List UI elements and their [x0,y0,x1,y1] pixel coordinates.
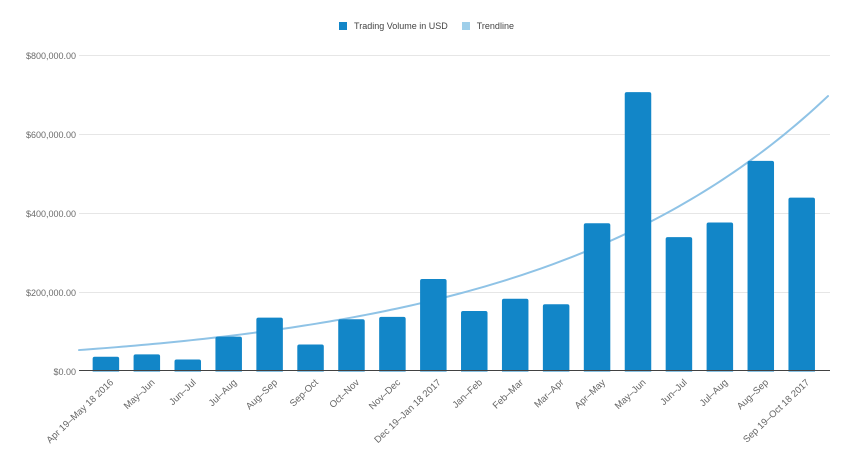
bar-16-aug-sep[interactable] [747,160,775,372]
bar-9-jan-feb[interactable] [461,310,488,372]
y-axis-label: $200,000.00 [25,287,76,298]
bar-5-sep-oct[interactable] [297,344,324,372]
legend-swatch-trading-volume-icon [339,22,348,30]
bar-4-aug-sep[interactable] [256,317,283,372]
bar-0-apr-19-may-18-2016[interactable] [92,356,120,372]
bar-1-may-jun[interactable] [133,354,161,372]
bar-14-jun-jul[interactable] [665,237,693,372]
bar-13-may-jun[interactable] [624,92,652,372]
bar-10-feb-mar[interactable] [501,298,529,372]
bar-3-jul-aug[interactable] [215,336,242,372]
y-axis-label: $400,000.00 [25,208,76,219]
legend-item-trading-volume: Trading Volume in USD [339,21,448,31]
legend-label-trading-volume: Trading Volume in USD [354,21,448,31]
bar-11-mar-apr[interactable] [542,304,570,372]
legend-label-trendline: Trendline [476,21,514,31]
bar-17-sep-19-oct-18-2017[interactable] [788,197,815,372]
bar-2-jun-jul[interactable] [174,359,202,372]
bar-7-nov-dec[interactable] [379,316,406,372]
y-axis-label: $0.00 [53,366,76,377]
bar-15-jul-aug[interactable] [706,222,734,372]
y-axis-label: $600,000.00 [25,129,76,140]
trendline-path [78,95,829,352]
legend-item-trendline: Trendline [461,21,514,31]
y-axis-label: $800,000.00 [25,50,76,61]
chart-legend: Trading Volume in USD Trendline [0,21,853,31]
legend-swatch-trendline-icon [461,22,470,30]
bar-6-oct-nov[interactable] [338,319,365,372]
bar-12-apr-may[interactable] [583,223,611,372]
bar-8-dec-19-jan-18-2017[interactable] [420,278,447,372]
